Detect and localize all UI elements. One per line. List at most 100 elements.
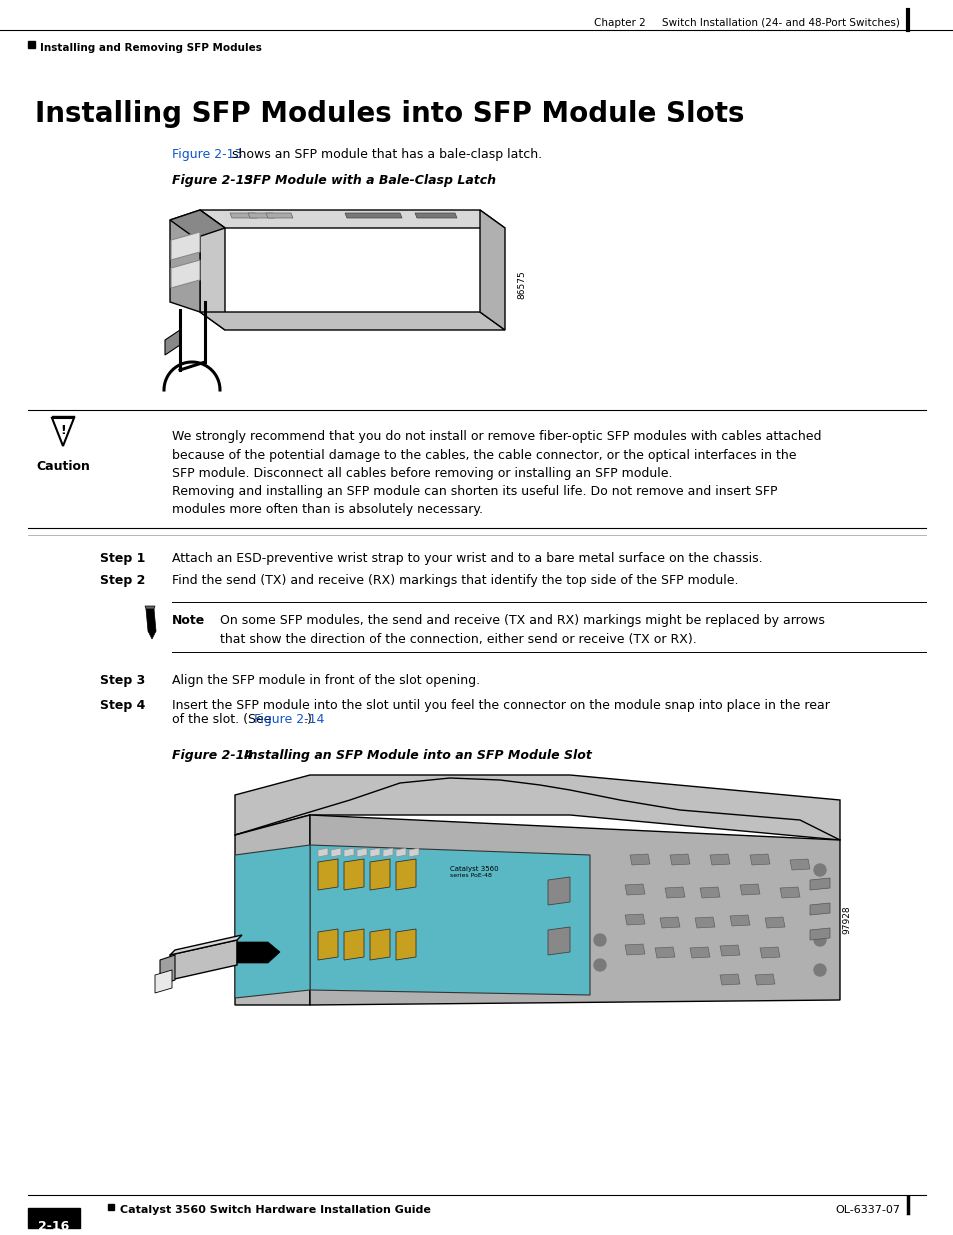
Text: Note: Note (172, 614, 205, 627)
Polygon shape (171, 261, 200, 288)
Polygon shape (415, 212, 456, 219)
Polygon shape (344, 848, 354, 857)
Polygon shape (629, 853, 649, 864)
Circle shape (813, 864, 825, 876)
Polygon shape (170, 940, 236, 981)
Polygon shape (624, 944, 644, 955)
Text: Step 2: Step 2 (100, 574, 145, 587)
Text: Step 3: Step 3 (100, 674, 145, 687)
Polygon shape (720, 945, 740, 956)
Text: Installing SFP Modules into SFP Module Slots: Installing SFP Modules into SFP Module S… (35, 100, 743, 128)
Polygon shape (780, 887, 800, 898)
Text: Installing an SFP Module into an SFP Module Slot: Installing an SFP Module into an SFP Mod… (244, 748, 591, 762)
Bar (28, 41, 35, 48)
Polygon shape (345, 212, 401, 219)
Polygon shape (689, 947, 709, 958)
Polygon shape (236, 942, 280, 963)
Polygon shape (695, 918, 714, 927)
Polygon shape (370, 860, 390, 890)
Text: Step 4: Step 4 (100, 699, 145, 713)
Text: shows an SFP module that has a bale-clasp latch.: shows an SFP module that has a bale-clas… (228, 148, 541, 161)
Polygon shape (370, 848, 379, 857)
Text: Align the SFP module in front of the slot opening.: Align the SFP module in front of the slo… (172, 674, 479, 687)
Polygon shape (729, 915, 749, 926)
Polygon shape (234, 815, 310, 1005)
Text: Figure 2-14: Figure 2-14 (253, 713, 324, 726)
Polygon shape (165, 330, 180, 354)
Polygon shape (171, 232, 200, 261)
Polygon shape (479, 210, 504, 330)
Text: OL-6337-07: OL-6337-07 (834, 1205, 899, 1215)
Polygon shape (52, 417, 74, 446)
Polygon shape (200, 210, 504, 228)
Polygon shape (395, 929, 416, 960)
Polygon shape (720, 974, 740, 986)
Polygon shape (395, 860, 416, 890)
Polygon shape (170, 935, 242, 955)
Text: Step 1: Step 1 (100, 552, 145, 564)
Text: SFP Module with a Bale-Clasp Latch: SFP Module with a Bale-Clasp Latch (244, 174, 496, 186)
Polygon shape (740, 884, 760, 895)
Polygon shape (624, 914, 644, 925)
Polygon shape (760, 947, 780, 958)
Text: Catalyst 3560: Catalyst 3560 (450, 866, 498, 872)
Circle shape (594, 934, 605, 946)
Polygon shape (317, 929, 337, 960)
Text: !: ! (60, 424, 66, 437)
Polygon shape (148, 631, 156, 638)
Polygon shape (310, 815, 840, 1005)
Polygon shape (310, 845, 589, 995)
Text: Catalyst 3560 Switch Hardware Installation Guide: Catalyst 3560 Switch Hardware Installati… (120, 1205, 431, 1215)
Polygon shape (146, 609, 156, 631)
Polygon shape (754, 974, 774, 986)
Polygon shape (664, 887, 684, 898)
Text: Find the send (TX) and receive (RX) markings that identify the top side of the S: Find the send (TX) and receive (RX) mark… (172, 574, 738, 587)
Text: series PoE-48: series PoE-48 (450, 873, 492, 878)
Polygon shape (170, 210, 200, 312)
Polygon shape (749, 853, 769, 864)
Text: Figure 2-13: Figure 2-13 (172, 148, 242, 161)
Polygon shape (809, 903, 829, 915)
Text: Removing and installing an SFP module can shorten its useful life. Do not remove: Removing and installing an SFP module ca… (172, 485, 777, 516)
Polygon shape (624, 884, 644, 895)
Polygon shape (409, 848, 418, 857)
Polygon shape (200, 210, 225, 330)
Polygon shape (547, 877, 569, 905)
Polygon shape (200, 312, 504, 330)
Polygon shape (547, 927, 569, 955)
Text: On some SFP modules, the send and receive (TX and RX) markings might be replaced: On some SFP modules, the send and receiv… (220, 614, 824, 646)
Polygon shape (370, 929, 390, 960)
Bar (28, 1208, 80, 1228)
Text: We strongly recommend that you do not install or remove fiber-optic SFP modules : We strongly recommend that you do not in… (172, 430, 821, 480)
Polygon shape (669, 853, 689, 864)
Text: 86575: 86575 (517, 270, 526, 299)
Circle shape (813, 965, 825, 976)
Polygon shape (382, 848, 393, 857)
Polygon shape (356, 848, 367, 857)
Text: .): .) (304, 713, 313, 726)
Polygon shape (145, 606, 154, 609)
Text: Figure 2-13: Figure 2-13 (172, 174, 253, 186)
Polygon shape (809, 878, 829, 890)
Polygon shape (700, 887, 720, 898)
Text: 97928: 97928 (841, 905, 851, 935)
Text: Attach an ESD-preventive wrist strap to your wrist and to a bare metal surface o: Attach an ESD-preventive wrist strap to … (172, 552, 761, 564)
Text: Caution: Caution (36, 459, 90, 473)
Polygon shape (234, 845, 310, 998)
Polygon shape (266, 212, 293, 219)
Polygon shape (154, 969, 172, 993)
Bar (108, 1204, 113, 1210)
Polygon shape (331, 848, 340, 857)
Text: Figure 2-14: Figure 2-14 (172, 748, 253, 762)
Polygon shape (809, 927, 829, 940)
Circle shape (594, 960, 605, 971)
Polygon shape (170, 210, 225, 238)
Polygon shape (395, 848, 406, 857)
Text: Chapter 2     Switch Installation (24- and 48-Port Switches): Chapter 2 Switch Installation (24- and 4… (594, 19, 899, 28)
Text: 2-16: 2-16 (38, 1220, 70, 1233)
Polygon shape (344, 929, 364, 960)
Polygon shape (230, 212, 256, 219)
Polygon shape (789, 860, 809, 869)
Text: Insert the SFP module into the slot until you feel the connector on the module s: Insert the SFP module into the slot unti… (172, 699, 829, 713)
Polygon shape (317, 860, 337, 890)
